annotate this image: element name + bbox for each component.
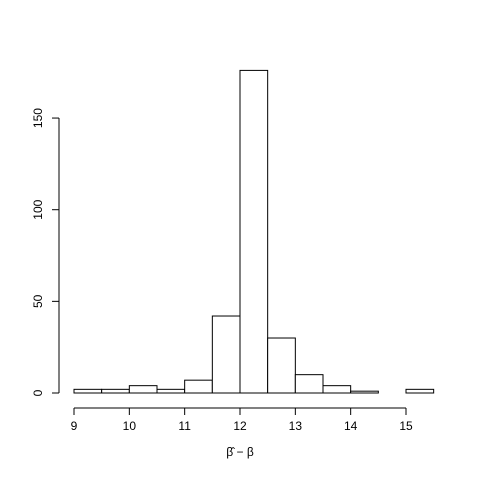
x-tick-label: 12 [233,419,247,433]
bar [239,69,269,394]
y-tick-label: 50 [31,294,45,308]
bar [294,374,324,394]
x-tick-label: 15 [399,419,413,433]
x-tick-label: 9 [71,419,78,433]
bar [101,388,130,394]
x-tick-label: 14 [344,419,358,433]
y-tick-label: 150 [31,108,45,128]
bar [211,315,241,394]
bar [350,390,379,394]
x-axis-label: β̂ − β [226,445,254,459]
bar [267,337,296,394]
bar [128,385,158,394]
x-tick-label: 10 [123,419,137,433]
bar [73,388,103,394]
bar [156,388,186,394]
x-tick-label: 13 [289,419,303,433]
bar [322,385,352,394]
y-tick-label: 0 [31,389,45,396]
x-tick-label: 11 [178,419,191,433]
y-tick-label: 100 [31,199,45,219]
bar [184,379,213,394]
bar [405,388,435,394]
